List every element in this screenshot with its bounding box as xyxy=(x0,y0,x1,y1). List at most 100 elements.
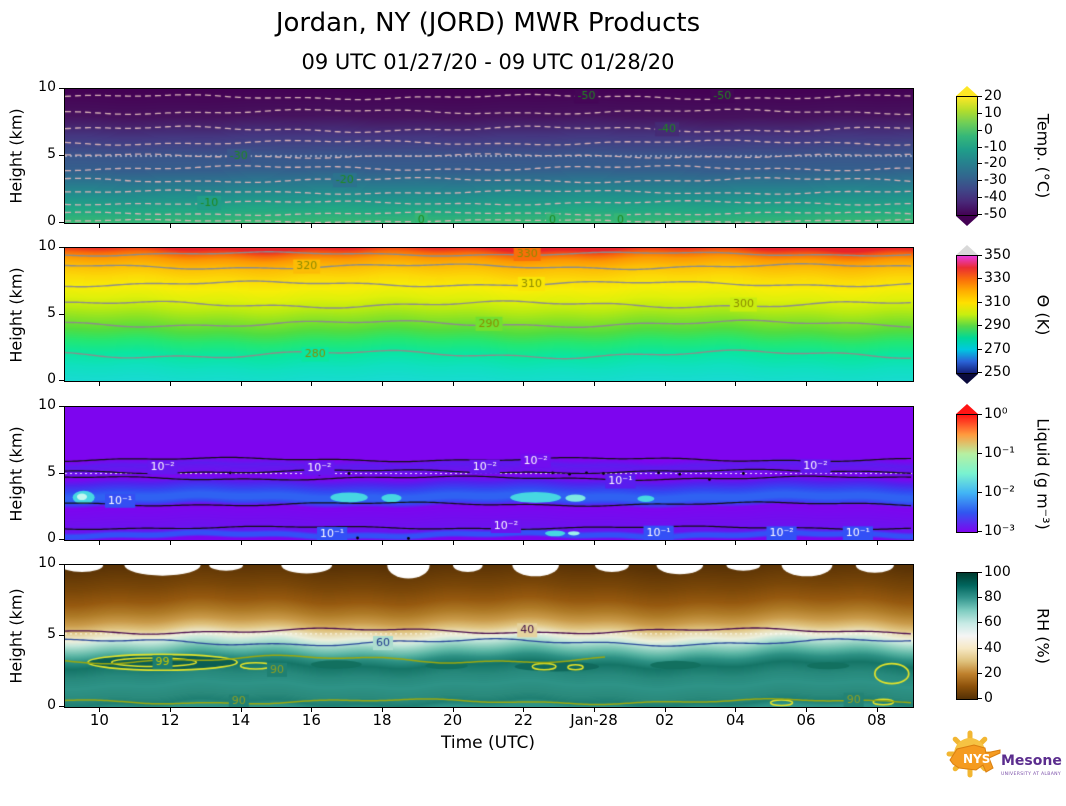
x-tick xyxy=(523,382,525,386)
colorbar-tick-label: 0 xyxy=(984,690,993,706)
colorbar-tick xyxy=(978,531,982,532)
x-tick-label: Jan-28 xyxy=(570,711,618,729)
colorbar-tick xyxy=(978,647,982,649)
x-tick-label: 06 xyxy=(796,711,816,729)
y-axis-label-potential-temperature: Height (km) xyxy=(6,266,26,363)
y-tick xyxy=(59,635,64,636)
colorbar-tick-label: 20 xyxy=(984,88,1002,104)
x-tick xyxy=(311,541,313,545)
x-tick xyxy=(99,224,101,228)
y-tick-label: 10 xyxy=(38,555,56,571)
colorbar-tick-label: 40 xyxy=(984,639,1002,656)
colorbar-tick xyxy=(978,112,982,114)
x-tick xyxy=(170,224,171,228)
x-tick xyxy=(523,708,525,712)
x-tick xyxy=(311,224,313,228)
x-tick xyxy=(594,541,595,545)
colorbar-tick xyxy=(978,672,982,674)
colorbar-tick xyxy=(978,698,982,699)
colorbar-tick-label: 350 xyxy=(984,247,1011,263)
x-axis-label: Time (UTC) xyxy=(441,733,535,753)
x-tick xyxy=(664,224,666,228)
colorbar-tick xyxy=(978,146,982,148)
colorbar-label-relative-humidity: RH (%) xyxy=(1033,608,1053,664)
colorbar-tick-label: 80 xyxy=(984,589,1002,606)
colorbar-tick-label: 10⁻² xyxy=(984,484,1015,500)
x-tick-label: 16 xyxy=(301,711,321,729)
x-tick xyxy=(240,708,242,712)
y-axis-label-liquid: Height (km) xyxy=(6,425,26,522)
x-tick xyxy=(594,224,595,228)
colorbar-tick-label: 310 xyxy=(984,293,1011,310)
logo-mesonet-text: Mesonet xyxy=(1001,753,1062,769)
x-tick-label: 12 xyxy=(160,711,180,729)
colorbar-liquid xyxy=(956,414,978,533)
y-tick-label: 0 xyxy=(47,213,56,229)
x-tick xyxy=(876,382,878,386)
colorbar-tick xyxy=(978,301,982,303)
liquid-heatmap-canvas xyxy=(65,407,913,540)
x-tick xyxy=(240,541,242,545)
temperature-heatmap-canvas xyxy=(65,89,913,223)
panel-temperature xyxy=(64,88,914,224)
y-tick-label: 0 xyxy=(47,371,56,387)
colorbar-tick-label: 290 xyxy=(984,317,1011,334)
colorbar-tick xyxy=(978,278,982,280)
x-tick xyxy=(311,382,313,386)
x-tick-label: 04 xyxy=(725,711,745,729)
colorbar-tick xyxy=(978,492,982,493)
colorbar-tick xyxy=(978,255,982,256)
figure-title: Jordan, NY (JORD) MWR Products xyxy=(275,8,701,38)
x-tick xyxy=(664,541,666,545)
colorbar-tick xyxy=(978,163,982,165)
colorbar-label-potential-temperature: Θ (K) xyxy=(1033,294,1053,335)
colorbar-tick xyxy=(978,96,982,97)
x-tick xyxy=(594,708,595,712)
colorbar-tick-label: 10 xyxy=(984,104,1002,121)
y-tick-label: 10 xyxy=(38,238,56,254)
x-tick xyxy=(594,382,595,386)
x-tick xyxy=(735,382,737,386)
logo-university-text: UNIVERSITY AT ALBANY xyxy=(1001,771,1061,777)
x-tick xyxy=(382,382,383,386)
x-tick xyxy=(99,382,101,386)
colorbar-tick-label: -30 xyxy=(984,172,1007,189)
colorbar-potential-temperature xyxy=(956,255,978,374)
colorbar-label-liquid: Liquid (g m⁻³) xyxy=(1033,417,1053,530)
y-tick xyxy=(59,247,64,248)
y-tick-label: 5 xyxy=(47,304,56,321)
x-tick xyxy=(806,708,807,712)
colorbar-temperature xyxy=(956,96,978,216)
colorbar-tick-label: 0 xyxy=(984,121,993,138)
x-tick xyxy=(452,708,454,712)
x-tick xyxy=(382,224,383,228)
x-tick xyxy=(735,708,737,712)
x-tick xyxy=(806,382,807,386)
x-tick-label: 22 xyxy=(513,711,533,729)
x-tick xyxy=(523,541,525,545)
x-tick xyxy=(876,708,878,712)
colorbar-tick xyxy=(978,348,982,350)
x-tick xyxy=(664,708,666,712)
y-tick xyxy=(59,88,64,89)
colorbar-tick xyxy=(978,572,982,573)
colorbar-tick xyxy=(978,414,982,415)
x-tick xyxy=(452,382,454,386)
colorbar-tick xyxy=(978,453,982,454)
x-tick xyxy=(240,224,242,228)
y-tick-label: 5 xyxy=(47,146,56,162)
y-axis-label-relative-humidity: Height (km) xyxy=(6,588,26,684)
colorbar-tick xyxy=(978,597,982,599)
colorbar-arrow-top xyxy=(956,86,978,96)
x-tick xyxy=(382,541,383,545)
colorbar-tick xyxy=(978,325,982,327)
colorbar-label-temperature: Temp. (°C) xyxy=(1033,113,1053,199)
y-tick xyxy=(59,380,64,381)
potential-temperature-heatmap-canvas xyxy=(65,248,913,381)
x-tick xyxy=(523,224,525,228)
colorbar-tick-label: 250 xyxy=(984,364,1011,380)
y-tick-label: 5 xyxy=(47,626,56,642)
x-tick xyxy=(735,224,737,228)
y-tick xyxy=(59,564,64,565)
colorbar-arrow-top xyxy=(956,245,978,255)
